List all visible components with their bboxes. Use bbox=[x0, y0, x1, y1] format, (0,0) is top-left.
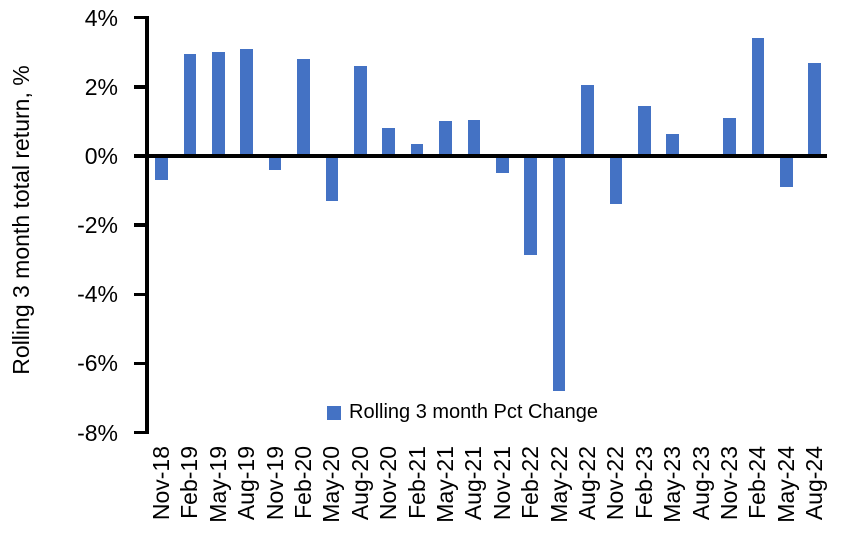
y-tick-mark bbox=[134, 15, 145, 20]
x-axis-tick-label: Nov-20 bbox=[375, 446, 402, 521]
y-tick-mark bbox=[134, 430, 145, 435]
bar bbox=[581, 85, 594, 156]
bar bbox=[382, 128, 395, 156]
y-axis-tick-label: 2% bbox=[84, 73, 118, 100]
y-tick-mark bbox=[134, 361, 145, 366]
x-axis-tick-label: Aug-23 bbox=[687, 446, 714, 521]
bar bbox=[638, 105, 651, 156]
y-axis-tick-label: 0% bbox=[84, 143, 118, 169]
legend-label: Rolling 3 month Pct Change bbox=[349, 401, 599, 423]
bar bbox=[354, 66, 367, 156]
x-axis-tick-label: May-21 bbox=[432, 446, 458, 523]
bar bbox=[496, 156, 509, 174]
bar bbox=[325, 156, 339, 201]
bar bbox=[723, 117, 736, 156]
y-tick-mark bbox=[134, 292, 145, 297]
x-axis-tick-label: Nov-23 bbox=[716, 446, 742, 521]
bar bbox=[183, 53, 197, 156]
x-axis-tick-label: Nov-19 bbox=[261, 446, 288, 521]
x-axis-tick-label: Feb-24 bbox=[744, 446, 771, 519]
x-axis-tick-label: Aug-24 bbox=[801, 446, 828, 521]
y-tick-mark bbox=[134, 85, 145, 89]
y-tick-mark bbox=[134, 154, 145, 158]
x-axis-tick-label: Aug-22 bbox=[574, 446, 600, 521]
bar bbox=[212, 52, 225, 156]
bar bbox=[155, 156, 168, 181]
x-axis-tick-label: May-23 bbox=[659, 446, 686, 523]
legend: Rolling 3 month Pct Change bbox=[327, 401, 598, 424]
bar bbox=[609, 156, 623, 205]
x-axis-tick-label: May-22 bbox=[545, 446, 572, 523]
legend-marker-icon bbox=[327, 405, 341, 420]
y-axis-tick-label: -6% bbox=[77, 350, 118, 377]
x-axis-tick-label: Nov-21 bbox=[488, 446, 515, 521]
y-axis-tick-label: -2% bbox=[77, 212, 118, 239]
bar bbox=[666, 133, 679, 156]
x-axis-tick-label: May-19 bbox=[204, 446, 231, 523]
y-axis-line bbox=[145, 15, 149, 435]
x-axis-tick-label: Aug-20 bbox=[346, 446, 373, 521]
bar bbox=[410, 143, 424, 156]
x-axis-tick-label: Feb-20 bbox=[290, 446, 316, 519]
x-axis-tick-label: May-24 bbox=[772, 446, 799, 523]
bar bbox=[552, 156, 566, 392]
bar bbox=[780, 156, 793, 188]
x-axis-tick-label: Feb-22 bbox=[517, 446, 544, 519]
x-axis-tick-label: Feb-19 bbox=[176, 446, 203, 519]
bar bbox=[808, 62, 821, 156]
bar bbox=[439, 121, 452, 156]
bar bbox=[751, 38, 765, 156]
x-axis-tick-label: Nov-18 bbox=[148, 446, 174, 521]
x-axis-tick-label: Aug-21 bbox=[460, 446, 487, 521]
y-axis-tick-label: -4% bbox=[77, 281, 118, 308]
zero-line bbox=[147, 154, 827, 158]
bar bbox=[467, 119, 481, 156]
x-axis-tick-label: Feb-21 bbox=[403, 446, 430, 519]
x-axis-tick-label: Aug-19 bbox=[233, 446, 260, 521]
x-axis-tick-label: Nov-22 bbox=[602, 446, 629, 521]
bar bbox=[268, 156, 282, 170]
bar bbox=[297, 59, 310, 156]
bar bbox=[240, 48, 253, 156]
y-axis-tick-label: 4% bbox=[84, 4, 118, 31]
bar bbox=[524, 156, 537, 255]
x-axis-tick-label: Feb-23 bbox=[630, 446, 657, 519]
y-tick-mark bbox=[134, 223, 145, 227]
y-axis-tick-label: -8% bbox=[77, 419, 118, 446]
x-axis-tick-label: May-20 bbox=[318, 446, 345, 523]
